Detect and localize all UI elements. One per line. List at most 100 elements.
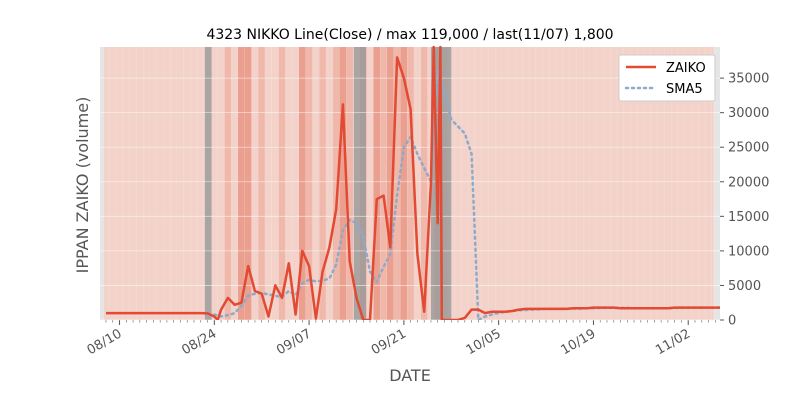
day-band [529,47,536,320]
day-band [474,47,482,320]
day-band [238,47,245,320]
day-band [231,47,239,320]
day-band [109,47,117,320]
day-band [562,47,570,320]
y-tick-label: 15000 [728,210,769,225]
day-band [210,47,218,320]
day-band [698,47,706,320]
legend: ZAIKO SMA5 [618,54,716,102]
day-band [508,47,516,320]
day-band [278,47,286,320]
day-band [400,47,408,320]
day-band [170,47,178,320]
day-band [596,47,604,320]
series-line-zaiko [106,45,720,320]
day-band [190,47,198,320]
day-band [630,47,638,320]
day-band [285,47,293,320]
y-tick-label: 20000 [728,175,769,190]
day-band [122,47,130,320]
day-band [461,47,469,320]
day-band [339,47,347,320]
day-band [623,47,631,320]
day-band [671,47,679,320]
y-tick-label: 35000 [728,72,769,87]
day-band [481,47,489,320]
day-band [502,47,509,320]
day-band [346,47,354,320]
grey-band [353,47,366,320]
day-band [420,47,428,320]
day-band [373,47,381,320]
day-band [664,47,672,320]
day-band [116,47,123,320]
day-band [711,47,714,320]
day-band [305,47,313,320]
day-band [637,47,645,320]
day-band [657,47,665,320]
day-band [366,47,374,320]
day-band [603,47,611,320]
day-band [386,47,394,320]
day-band [705,47,712,320]
day-band [380,47,387,320]
legend-label-zaiko: ZAIKO [666,61,706,76]
y-tick-label: 0 [728,314,736,329]
day-band [576,47,584,320]
day-band [515,47,523,320]
day-band [691,47,699,320]
day-band [251,47,259,320]
day-band [197,47,205,320]
day-band [488,47,496,320]
day-band [326,47,333,320]
day-band [617,47,624,320]
day-band [583,47,591,320]
day-band [447,47,455,320]
day-band [495,47,503,320]
day-band [556,47,563,320]
day-band [414,47,421,320]
day-band [143,47,151,320]
day-band [244,47,252,320]
y-tick-label: 25000 [728,141,769,156]
day-band [535,47,543,320]
grey-band [204,47,212,320]
x-axis-label: DATE [389,366,431,385]
day-band [183,47,191,320]
day-band [150,47,157,320]
y-axis-label: IPPAN ZAIKO (volume) [73,97,92,274]
y-tick-label: 5000 [728,279,761,294]
day-band [684,47,692,320]
day-band [156,47,164,320]
day-band [650,47,658,320]
series-layer [106,45,720,320]
day-band [177,47,184,320]
day-band [312,47,320,320]
y-tick-label: 10000 [728,244,769,259]
day-band [393,47,401,320]
day-band [542,47,550,320]
day-band [271,47,279,320]
y-tick-label: 30000 [728,106,769,121]
day-band [298,47,306,320]
day-band [292,47,299,320]
y-axis: 0 5000 10000 15000 20000 25000 30000 35000 [100,72,769,329]
day-band [217,47,225,320]
day-band [407,47,415,320]
day-band [678,47,685,320]
day-band [549,47,557,320]
day-band [522,47,530,320]
day-band [265,47,272,320]
day-band [590,47,597,320]
day-band [163,47,171,320]
day-band [319,47,327,320]
chart-title: 4323 NIKKO Line(Close) / max 119,000 / l… [206,27,613,43]
day-band [258,47,266,320]
day-band [610,47,618,320]
day-band [129,47,137,320]
day-band [224,47,232,320]
day-band [454,47,462,320]
day-band [136,47,144,320]
day-band [644,47,651,320]
